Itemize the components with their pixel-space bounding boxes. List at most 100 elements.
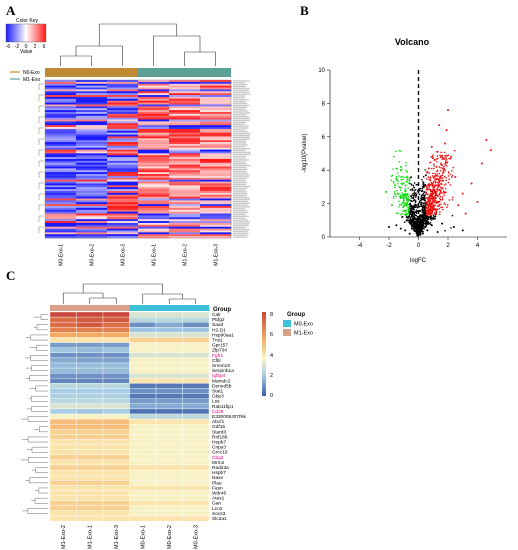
volcano-cloud-point [432, 182, 434, 184]
heatmap-cell [107, 151, 139, 154]
volcano-cloud-point [450, 176, 453, 178]
legend-label: M0-Exo [294, 322, 313, 328]
heatmap-cell [107, 83, 139, 86]
heatmap-cell [107, 138, 139, 141]
panel-a-row-dendrogram [38, 83, 44, 233]
volcano-cloud-point [406, 171, 408, 173]
heatmap-cell [76, 322, 104, 328]
volcano-cloud-point [440, 176, 442, 179]
column-label: M0-Exo-3 [194, 525, 200, 549]
row-label-mark [233, 215, 249, 218]
heatmap-cell [169, 89, 201, 92]
heatmap-cell [107, 215, 139, 218]
heatmap-cell [138, 151, 170, 154]
heatmap-cell [129, 398, 157, 404]
row-label-mark [233, 95, 246, 97]
heatmap-cell [138, 128, 170, 132]
heatmap-cell [138, 134, 170, 137]
volcano-point [485, 139, 488, 142]
volcano-point [429, 215, 432, 218]
heatmap-cell [76, 106, 108, 109]
heatmap-cell [129, 357, 157, 364]
volcano-cloud-point [412, 212, 415, 214]
heatmap-cell [107, 236, 139, 239]
volcano-point [444, 142, 447, 145]
heatmap-cell [155, 454, 183, 461]
volcano-point [452, 225, 455, 228]
volcano-cloud-point [408, 197, 410, 199]
volcano-point [414, 217, 417, 220]
heatmap-cell [76, 81, 108, 85]
group-bar-cell [182, 305, 210, 311]
volcano-point [399, 227, 402, 230]
heatmap-cell [107, 123, 139, 126]
volcano-cloud-point [392, 180, 395, 183]
heatmap-cell [76, 160, 108, 164]
heatmap-cell [107, 185, 139, 188]
group-bar-cell [156, 305, 183, 311]
volcano-cloud-point [405, 211, 407, 214]
heatmap-cell [76, 413, 104, 420]
heatmap-cell [138, 200, 170, 203]
volcano-cloud-point [408, 178, 411, 180]
heatmap-cell [107, 213, 139, 216]
heatmap-cell [182, 383, 210, 389]
volcano-cloud-point [404, 185, 407, 187]
heatmap-cell [138, 181, 170, 184]
volcano-cloud-point [393, 182, 395, 184]
volcano-point [436, 150, 439, 153]
heatmap-cell [49, 352, 77, 359]
heatmap-cell [76, 145, 108, 149]
volcano-cloud-point [437, 175, 439, 178]
heatmap-cell [169, 221, 201, 224]
volcano-cloud-point [422, 219, 425, 221]
volcano-cloud-point [430, 156, 433, 158]
volcano-cloud-point [400, 213, 402, 216]
volcano-cloud-point [451, 169, 453, 172]
volcano-cloud-point [403, 176, 405, 179]
volcano-cloud-point [432, 172, 434, 175]
volcano-point [447, 109, 449, 112]
volcano-cloud-point [435, 175, 437, 177]
volcano-point [442, 170, 445, 173]
volcano-cloud-point [401, 212, 403, 215]
heatmap-cell [129, 413, 157, 420]
volcano-cloud-point [441, 195, 444, 198]
panel-c-column-labels: M1-Exo-2 M1-Exo-1 M1-Exo-3 M0-Exo-1 M0-Exo-2… [61, 525, 200, 549]
panel-a-column-labels: M0-Exo-1 M0-Exo-2 M0-Exo-3 M1-Exo-1 M1-Exo-2… [59, 244, 220, 266]
heatmap-cell [169, 170, 201, 173]
heatmap-cell [200, 160, 232, 164]
volcano-cloud-point [407, 193, 409, 195]
heatmap-cell [76, 159, 108, 162]
heatmap-cell [169, 177, 201, 180]
heatmap-cell [200, 230, 232, 233]
volcano-point [445, 129, 448, 132]
volcano-cloud-point [424, 183, 427, 186]
heatmap-cell [76, 96, 108, 100]
heatmap-cell [182, 388, 210, 394]
heatmap-cell [49, 429, 77, 435]
heatmap-cell [155, 439, 183, 445]
heatmap-cell [45, 236, 77, 239]
heatmap-cell [138, 106, 170, 109]
heatmap-cell [200, 174, 232, 177]
row-label-mark [233, 202, 250, 204]
row-label-mark [233, 223, 250, 225]
row-label-mark [233, 163, 248, 165]
heatmap-cell [138, 183, 170, 186]
heatmap-cell [138, 194, 170, 197]
volcano-cloud-point [395, 167, 397, 170]
heatmap-cell [45, 187, 77, 190]
volcano-cloud-point [435, 194, 437, 197]
heatmap-cell [45, 91, 77, 94]
heatmap-cell [169, 207, 201, 211]
volcano-cloud-point [426, 193, 429, 196]
row-label-mark [233, 155, 247, 157]
heatmap-cell [76, 174, 108, 177]
volcano-cloud-point [423, 220, 426, 223]
volcano-cloud-point [437, 181, 439, 184]
volcano-cloud-point [428, 223, 430, 225]
heatmap-cell [76, 398, 104, 404]
heatmap-cell [138, 132, 170, 135]
row-label-mark [233, 89, 250, 92]
